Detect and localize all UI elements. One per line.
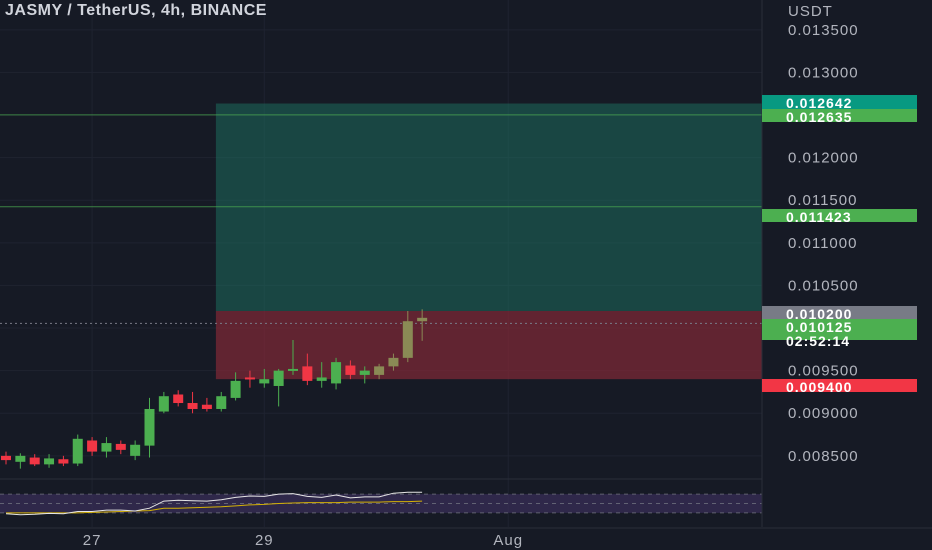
tag-target: 0.012635 xyxy=(786,109,852,125)
candle-body xyxy=(187,403,198,409)
price-tick-label: 0.013000 xyxy=(788,64,859,81)
tag-stop-bg xyxy=(762,379,917,392)
candle-body xyxy=(173,394,184,404)
tag-current: 0.010125 xyxy=(786,319,852,335)
candle-body xyxy=(316,377,327,381)
candle-body xyxy=(244,377,255,380)
tag-target-high: 0.012642 xyxy=(786,95,852,111)
price-axis[interactable]: USDT0.0135000.0130000.0125000.0120000.01… xyxy=(761,0,859,527)
candle-body xyxy=(115,443,126,450)
price-axis-unit: USDT xyxy=(788,3,833,20)
candle-body xyxy=(359,370,370,375)
rsi-pane xyxy=(0,478,762,516)
candle-body xyxy=(417,317,428,322)
candle-body xyxy=(87,440,98,452)
candles xyxy=(1,309,428,469)
candle-body xyxy=(388,357,399,367)
candle-body xyxy=(273,370,284,386)
candle-body xyxy=(288,368,298,371)
tag-current-bg xyxy=(762,319,917,340)
tag-target-bg xyxy=(762,109,917,122)
candle-body xyxy=(201,404,212,409)
price-tick-label: 0.011500 xyxy=(788,192,857,209)
candle-body xyxy=(402,321,413,358)
candle-body xyxy=(72,438,83,464)
rsi-line xyxy=(5,491,423,516)
candle-body xyxy=(302,366,313,381)
candle-body xyxy=(101,443,112,452)
candle-body xyxy=(230,380,241,398)
tag-current-countdown: 02:52:14 xyxy=(786,333,850,349)
tag-target-high-bg xyxy=(762,95,917,109)
tag-mid: 0.011423 xyxy=(786,209,852,225)
price-tick-label: 0.008500 xyxy=(788,448,859,465)
price-tick-label: 0.011000 xyxy=(788,235,857,252)
candle-body xyxy=(158,396,169,412)
candle-body xyxy=(331,362,342,384)
horizontal-lines xyxy=(0,114,762,324)
time-axis[interactable]: 27 29 Aug xyxy=(0,527,932,549)
candle-body xyxy=(374,366,385,375)
chart-title: JASMY / TetherUS, 4h, BINANCE xyxy=(5,2,267,19)
candle-body xyxy=(58,459,69,464)
price-tick-label: 0.009000 xyxy=(788,405,859,422)
price-tick-label: 0.012000 xyxy=(788,150,859,167)
candle-body xyxy=(259,379,270,384)
candle-body xyxy=(144,408,155,446)
price-tick-label: 0.013500 xyxy=(788,22,859,39)
candle-body xyxy=(15,455,26,462)
time-tick-label: Aug xyxy=(493,532,523,549)
candle-body xyxy=(216,396,227,409)
candle-body xyxy=(345,365,356,375)
tag-mid-bg xyxy=(762,209,917,222)
time-tick-label: 29 xyxy=(255,532,274,549)
time-tick-label: 27 xyxy=(83,532,102,549)
tag-stop: 0.009400 xyxy=(786,379,852,395)
tag-entry: 0.010200 xyxy=(786,306,852,322)
position-zones xyxy=(215,103,762,380)
price-tick-label: 0.010500 xyxy=(788,277,859,294)
candle-body xyxy=(1,455,11,461)
price-tick-label: 0.009500 xyxy=(788,363,859,380)
candle-body xyxy=(29,457,40,465)
candle-body xyxy=(44,458,55,465)
tag-entry-bg xyxy=(762,306,917,319)
candle-body xyxy=(130,444,141,456)
rsi-ma-line xyxy=(6,500,423,514)
